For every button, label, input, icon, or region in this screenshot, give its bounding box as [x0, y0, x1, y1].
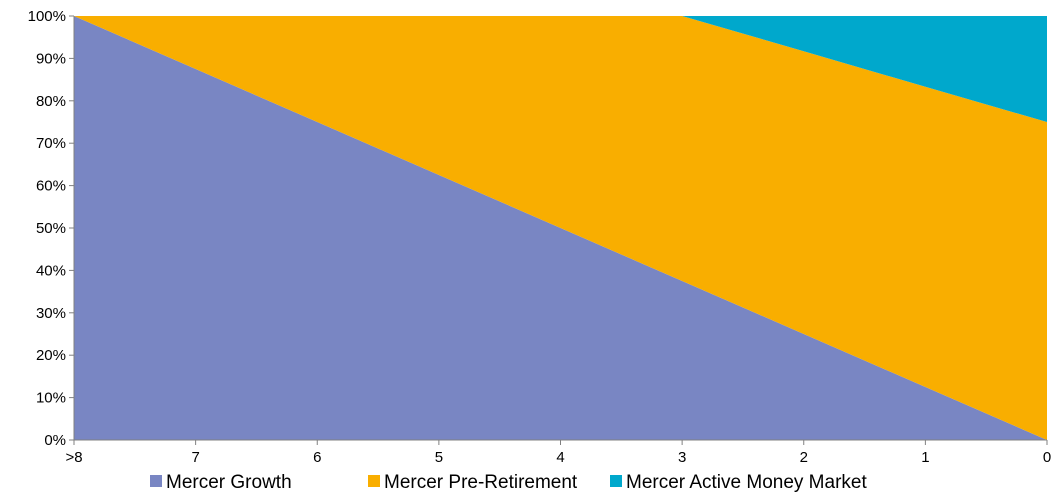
y-tick-label: 10%	[36, 390, 66, 407]
y-tick-label: 80%	[36, 93, 66, 110]
y-tick-label: 30%	[36, 305, 66, 322]
y-tick-label: 100%	[28, 8, 66, 25]
y-axis-ticks: 0% 10% 20% 30% 40% 50% 60% 70% 80% 90% 100%	[28, 8, 74, 449]
x-tick-label: 6	[313, 449, 321, 466]
legend-label: Mercer Active Money Market	[626, 472, 867, 493]
x-tick-label: 1	[921, 449, 929, 466]
legend-swatch	[368, 475, 380, 487]
legend-swatch	[610, 475, 622, 487]
area-series-group	[74, 16, 1047, 440]
legend-swatch	[150, 475, 162, 487]
y-tick-label: 0%	[44, 432, 66, 449]
x-tick-label: 4	[556, 449, 564, 466]
x-tick-label: 0	[1043, 449, 1051, 466]
y-tick-label: 70%	[36, 135, 66, 152]
y-tick-label: 60%	[36, 178, 66, 195]
x-axis-ticks: >8 7 6 5 4 3 2 1 0	[65, 440, 1051, 466]
legend-label: Mercer Growth	[166, 472, 292, 493]
x-tick-label: 7	[191, 449, 199, 466]
x-tick-label: 2	[800, 449, 808, 466]
area-series-3	[74, 16, 1047, 122]
legend-label: Mercer Pre-Retirement	[384, 472, 578, 493]
y-tick-label: 90%	[36, 50, 66, 67]
x-tick-label: 5	[435, 449, 443, 466]
y-tick-label: 40%	[36, 262, 66, 279]
y-tick-label: 20%	[36, 347, 66, 364]
area-series-2	[74, 16, 1047, 440]
y-tick-label: 50%	[36, 220, 66, 237]
legend: Mercer Growth Mercer Pre-Retirement Mercer…	[150, 472, 867, 493]
x-tick-label: >8	[65, 449, 82, 466]
x-tick-label: 3	[678, 449, 686, 466]
